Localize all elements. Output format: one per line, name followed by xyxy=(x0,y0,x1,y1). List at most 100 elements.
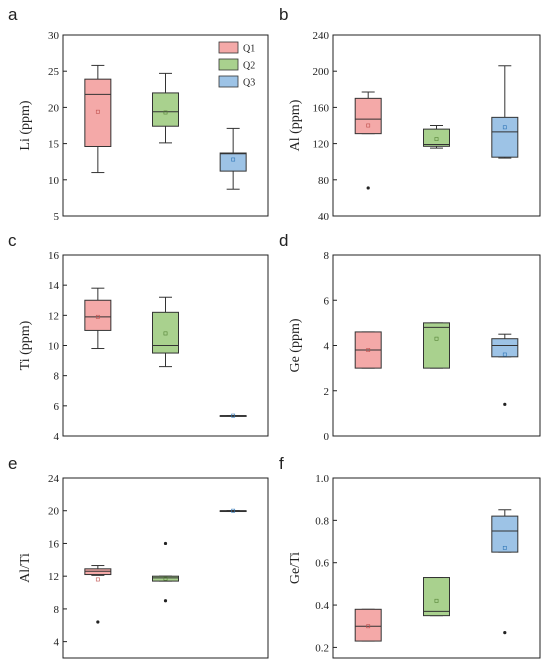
y-tick-label: 20 xyxy=(48,102,60,114)
y-tick-label: 0.4 xyxy=(315,600,329,612)
box-q3 xyxy=(491,509,519,635)
y-tick-label: 10 xyxy=(48,341,60,353)
y-tick-label: 0.2 xyxy=(315,642,329,654)
box-iqr xyxy=(491,116,519,158)
box-q2 xyxy=(423,577,450,617)
y-tick-label: 15 xyxy=(48,139,60,151)
y-axis-label: Ti (ppm) xyxy=(18,320,33,370)
box-q1 xyxy=(354,91,382,190)
plot-frame xyxy=(62,477,269,659)
mean-marker xyxy=(502,545,507,550)
y-axis-label: Li (ppm) xyxy=(18,100,33,150)
outlier-point xyxy=(503,630,507,635)
mean-marker xyxy=(434,336,439,341)
y-tick-label: 25 xyxy=(48,66,60,78)
legend: Q1 Q2 Q3 xyxy=(218,41,255,89)
plot-frame xyxy=(332,254,541,437)
panel-b: b 40 80 120 160 200 240 Al (ppm) xyxy=(279,5,541,223)
outlier-point xyxy=(163,541,168,546)
legend-swatch xyxy=(218,58,239,71)
plot-frame xyxy=(332,34,541,217)
box-iqr xyxy=(84,78,112,147)
y-tick-label: 0.6 xyxy=(315,558,329,570)
panel-d: d 0 2 4 6 8 Ge (ppm) xyxy=(279,231,541,443)
panel-letter: d xyxy=(279,231,288,250)
box-q1 xyxy=(84,64,112,174)
y-tick-label: 240 xyxy=(313,30,330,42)
legend-swatch xyxy=(218,41,239,54)
y-axis-label: Ge (ppm) xyxy=(288,318,303,372)
box-q2 xyxy=(152,72,179,144)
panel-a: a 5 10 15 20 25 30 Li (ppm) Q1 Q2 Q3 xyxy=(8,5,269,223)
mean-marker xyxy=(231,413,236,418)
y-axis-label: Al/Ti xyxy=(18,553,33,583)
box-iqr xyxy=(491,338,519,358)
outlier-point xyxy=(96,620,100,624)
y-axis-label: Al (ppm) xyxy=(288,99,303,151)
y-tick-label: 6 xyxy=(324,295,330,307)
y-axis-label: Ge/Ti xyxy=(288,552,303,584)
y-tick-label: 8 xyxy=(324,250,330,262)
box-iqr xyxy=(423,577,450,617)
legend-label: Q3 xyxy=(243,78,255,89)
y-tick-label: 8 xyxy=(54,604,60,616)
legend-label: Q1 xyxy=(243,44,255,55)
mean-marker xyxy=(434,137,439,141)
y-tick-label: 4 xyxy=(54,637,60,649)
mean-marker xyxy=(366,348,371,352)
y-tick-label: 30 xyxy=(48,30,60,42)
mean-marker xyxy=(95,314,100,319)
box-q2 xyxy=(423,322,450,369)
legend-item-q2: Q2 xyxy=(218,58,255,72)
box-q2 xyxy=(423,125,450,149)
box-q1 xyxy=(84,287,112,350)
legend-swatch xyxy=(218,75,239,88)
box-q3 xyxy=(491,333,519,406)
panel-c: c 4 6 8 10 12 14 16 Ti (ppm) xyxy=(8,231,269,443)
y-tick-label: 160 xyxy=(313,102,330,114)
panel-letter: b xyxy=(279,5,288,24)
box-q3 xyxy=(219,413,247,418)
box-iqr xyxy=(491,515,519,553)
y-tick-label: 12 xyxy=(48,571,59,583)
y-tick-label: 4 xyxy=(54,431,60,443)
panel-letter: f xyxy=(279,454,284,473)
box-iqr xyxy=(219,152,247,172)
panel-letter: e xyxy=(8,454,17,473)
y-tick-label: 5 xyxy=(54,211,60,223)
box-iqr xyxy=(354,608,382,642)
y-tick-label: 14 xyxy=(48,280,60,292)
panel-letter: a xyxy=(8,5,18,24)
legend-item-q1: Q1 xyxy=(218,41,255,55)
box-q3 xyxy=(491,65,519,159)
mean-marker xyxy=(502,125,507,130)
y-tick-label: 10 xyxy=(48,175,60,187)
mean-marker xyxy=(366,123,371,128)
y-tick-label: 16 xyxy=(48,250,60,262)
y-tick-label: 120 xyxy=(313,139,330,151)
mean-marker xyxy=(366,624,371,629)
mean-marker xyxy=(231,157,236,162)
outlier-point xyxy=(163,599,168,603)
box-iqr xyxy=(423,322,450,369)
box-q2 xyxy=(152,541,179,603)
mean-marker xyxy=(502,352,507,357)
box-iqr xyxy=(152,92,179,127)
panel-e: e 4 8 12 16 20 24 Al/Ti xyxy=(8,454,269,659)
plot-frame xyxy=(332,477,541,659)
box-q1 xyxy=(354,608,382,642)
y-tick-label: 4 xyxy=(324,341,330,353)
y-tick-label: 2 xyxy=(324,386,330,398)
y-tick-label: 16 xyxy=(48,538,60,550)
mean-marker xyxy=(163,576,168,581)
mean-marker xyxy=(95,577,100,582)
panel-letter: c xyxy=(8,231,17,250)
y-tick-label: 200 xyxy=(313,66,330,78)
y-tick-label: 0.8 xyxy=(315,515,329,527)
box-iqr xyxy=(152,575,179,582)
plot-frame xyxy=(62,254,269,437)
plot-frame xyxy=(62,34,269,217)
legend-label: Q2 xyxy=(243,61,255,72)
mean-marker xyxy=(95,109,100,114)
